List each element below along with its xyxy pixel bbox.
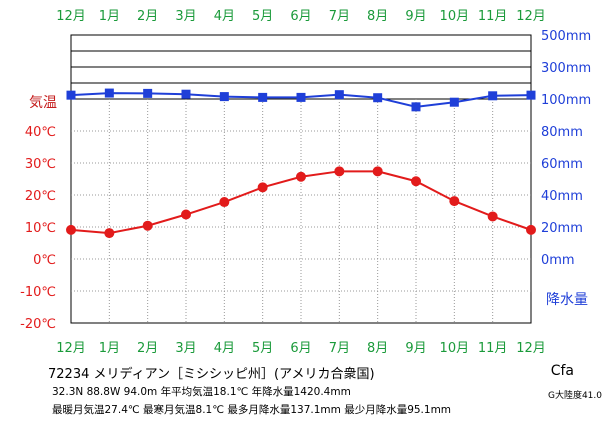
temp-tick-label: -20℃ bbox=[20, 317, 56, 332]
temp-point bbox=[104, 228, 115, 239]
month-label-bottom: 4月 bbox=[214, 341, 235, 356]
temp-point bbox=[411, 176, 421, 187]
precip-point bbox=[526, 90, 536, 100]
month-label-bottom: 2月 bbox=[137, 341, 158, 356]
precip-point bbox=[296, 92, 306, 102]
koppen-class: Cfa bbox=[550, 363, 574, 379]
temp-tick-label: 10℃ bbox=[25, 221, 56, 236]
temp-tick-label: 0℃ bbox=[33, 253, 56, 268]
precip-tick-label: 100mm bbox=[541, 93, 591, 108]
station-title: 72234 メリディアン［ミシシッピ州］(アメリカ合衆国) bbox=[48, 367, 375, 382]
month-label-top: 2月 bbox=[137, 9, 158, 24]
temp-point bbox=[66, 224, 76, 235]
month-label-top: 11月 bbox=[478, 9, 508, 24]
precip-point bbox=[143, 88, 153, 98]
month-label-bottom: 3月 bbox=[175, 341, 196, 356]
month-label-top: 7月 bbox=[329, 9, 350, 24]
temp-tick-label: 30℃ bbox=[25, 157, 56, 172]
precip-point bbox=[181, 89, 191, 99]
temp-tick-label: 20℃ bbox=[25, 189, 56, 204]
precip-point bbox=[219, 92, 229, 102]
precip-tick-label: 300mm bbox=[541, 61, 591, 76]
precip-axis-title: 降水量 bbox=[546, 292, 588, 308]
precip-point bbox=[449, 97, 459, 107]
precip-tick-label: 20mm bbox=[541, 221, 583, 236]
month-label-top: 1月 bbox=[99, 9, 120, 24]
month-label-top: 8月 bbox=[367, 9, 388, 24]
precip-point bbox=[411, 102, 421, 112]
month-label-top: 6月 bbox=[290, 9, 311, 24]
month-label-top: 5月 bbox=[252, 9, 273, 24]
month-label-bottom: 7月 bbox=[329, 341, 350, 356]
continentality-index: G大陸度41.0 bbox=[547, 391, 602, 401]
precip-point bbox=[104, 88, 114, 98]
month-label-bottom: 12月 bbox=[56, 341, 86, 356]
month-label-bottom: 12月 bbox=[516, 341, 546, 356]
month-label-top: 9月 bbox=[405, 9, 426, 24]
temp-point bbox=[487, 211, 498, 222]
month-label-bottom: 6月 bbox=[290, 341, 311, 356]
temp-tick-label: 40℃ bbox=[25, 125, 56, 140]
temp-point bbox=[526, 224, 536, 235]
precip-tick-label: 80mm bbox=[541, 125, 583, 140]
precip-point bbox=[334, 90, 344, 100]
month-label-bottom: 9月 bbox=[405, 341, 426, 356]
month-label-bottom: 1月 bbox=[99, 341, 120, 356]
precip-tick-label: 60mm bbox=[541, 157, 583, 172]
plot-frame bbox=[70, 34, 532, 324]
temp-point bbox=[372, 166, 383, 177]
precip-tick-label: 40mm bbox=[541, 189, 583, 204]
month-label-bottom: 11月 bbox=[478, 341, 508, 356]
month-label-bottom: 10月 bbox=[440, 341, 470, 356]
month-label-top: 12月 bbox=[516, 9, 546, 24]
precip-tick-label: 0mm bbox=[541, 253, 575, 268]
month-label-top: 12月 bbox=[56, 9, 86, 24]
precip-point bbox=[373, 93, 383, 103]
temp-axis-title: 気温 bbox=[29, 95, 57, 111]
month-label-top: 10月 bbox=[440, 9, 470, 24]
temp-point bbox=[142, 220, 153, 231]
month-label-top: 3月 bbox=[175, 9, 196, 24]
station-stats-1: 32.3N 88.8W 94.0m 年平均気温18.1℃ 年降水量1420.4m… bbox=[52, 386, 351, 398]
precip-point bbox=[258, 92, 268, 102]
month-label-top: 4月 bbox=[214, 9, 235, 24]
temp-point bbox=[296, 171, 306, 182]
temp-point bbox=[449, 196, 460, 207]
station-stats-2: 最暖月気温27.4℃ 最寒月気温8.1℃ 最多月降水量137.1mm 最少月降水… bbox=[52, 404, 452, 416]
temp-point bbox=[181, 209, 191, 220]
precip-point bbox=[488, 91, 498, 101]
temp-point bbox=[334, 166, 345, 177]
temp-tick-label: -10℃ bbox=[20, 285, 56, 300]
temp-point bbox=[219, 197, 230, 208]
month-label-bottom: 8月 bbox=[367, 341, 388, 356]
month-label-bottom: 5月 bbox=[252, 341, 273, 356]
precip-tick-label: 500mm bbox=[541, 29, 591, 44]
precip-point bbox=[66, 90, 76, 100]
temp-point bbox=[257, 182, 268, 193]
